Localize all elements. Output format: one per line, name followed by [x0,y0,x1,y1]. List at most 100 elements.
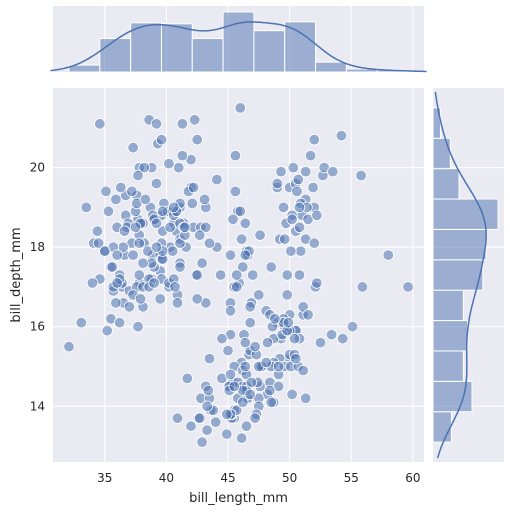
data-point [203,237,216,249]
data-point [126,185,138,198]
data-point [261,336,274,349]
data-point [111,277,123,289]
data-point [133,269,146,281]
data-point [193,229,206,241]
data-point [239,336,252,349]
data-point [227,213,239,226]
data-point [171,297,184,309]
y-tick-label: 14 [30,399,45,413]
data-point [156,205,169,218]
data-point [123,301,136,313]
data-point [292,173,305,186]
histogram-bar [160,23,193,73]
data-point [272,360,285,373]
data-point [285,245,297,257]
data-point [198,193,211,206]
data-point [94,118,106,130]
top-marginal-kde-line [50,21,427,73]
data-point [191,269,203,281]
data-point [246,269,259,281]
data-point [281,289,293,301]
histogram-bar [432,228,487,261]
data-point [110,297,122,309]
data-point [290,352,302,365]
x-tick-label: 45 [220,471,235,485]
data-point [129,221,142,234]
data-point [275,165,287,178]
y-axis-label: bill_depth_mm [9,227,24,322]
data-point [172,161,185,174]
data-point [174,261,186,273]
data-point [186,197,199,210]
x-tick-label: 40 [159,471,174,485]
data-point [239,249,252,261]
data-point [163,157,175,170]
data-point [230,269,243,281]
data-point [308,133,321,146]
histogram-bar [432,198,499,230]
data-point [239,360,252,373]
data-point [187,181,200,194]
x-tick-label: 55 [344,471,359,485]
data-point [185,420,197,432]
data-point [356,281,369,293]
data-point [382,249,395,261]
data-point [193,412,206,424]
data-point [234,205,247,218]
data-point [230,281,243,293]
data-point [92,237,105,249]
data-point [244,317,256,329]
x-tick-label: 50 [282,471,297,485]
data-point [265,396,277,409]
histogram-bar [432,168,460,200]
data-point [137,257,149,269]
right-marginal-panel [432,88,504,462]
data-point [288,333,301,345]
data-point [138,161,150,174]
data-point [216,333,228,345]
histogram-bar [432,411,452,443]
data-point [127,141,139,154]
data-point [222,344,234,357]
data-point [325,329,338,341]
data-point [221,408,233,421]
data-point [132,169,144,182]
data-point [181,372,194,385]
data-point [80,201,93,214]
data-point [293,201,306,214]
data-point [169,281,181,293]
data-point [200,221,212,234]
data-point [311,277,323,289]
right-marginal-histogram [432,107,499,443]
data-point [239,217,252,230]
data-point [265,261,277,273]
x-tick-label: 60 [405,471,420,485]
data-point [202,384,215,397]
data-point [196,436,208,448]
data-point [110,193,122,206]
data-point [335,129,348,142]
data-point [277,201,290,214]
data-point [168,201,180,214]
data-point [293,269,306,281]
data-point [229,149,242,162]
data-point [111,249,123,261]
data-point [240,420,253,432]
data-point [86,277,99,289]
data-point [228,380,240,393]
data-point [297,364,309,377]
data-point [188,114,201,126]
data-point [311,209,323,222]
data-point [201,424,213,436]
histogram-bar [432,289,464,322]
x-tick-labels: 35 40 45 50 55 60 [97,471,420,485]
data-point [245,376,258,389]
data-point [287,161,300,174]
data-point [304,149,317,162]
data-point [118,225,131,237]
data-point [139,193,152,206]
data-point [196,257,208,269]
data-point [237,396,249,409]
data-point [295,245,307,257]
top-marginal-panel [50,6,427,73]
